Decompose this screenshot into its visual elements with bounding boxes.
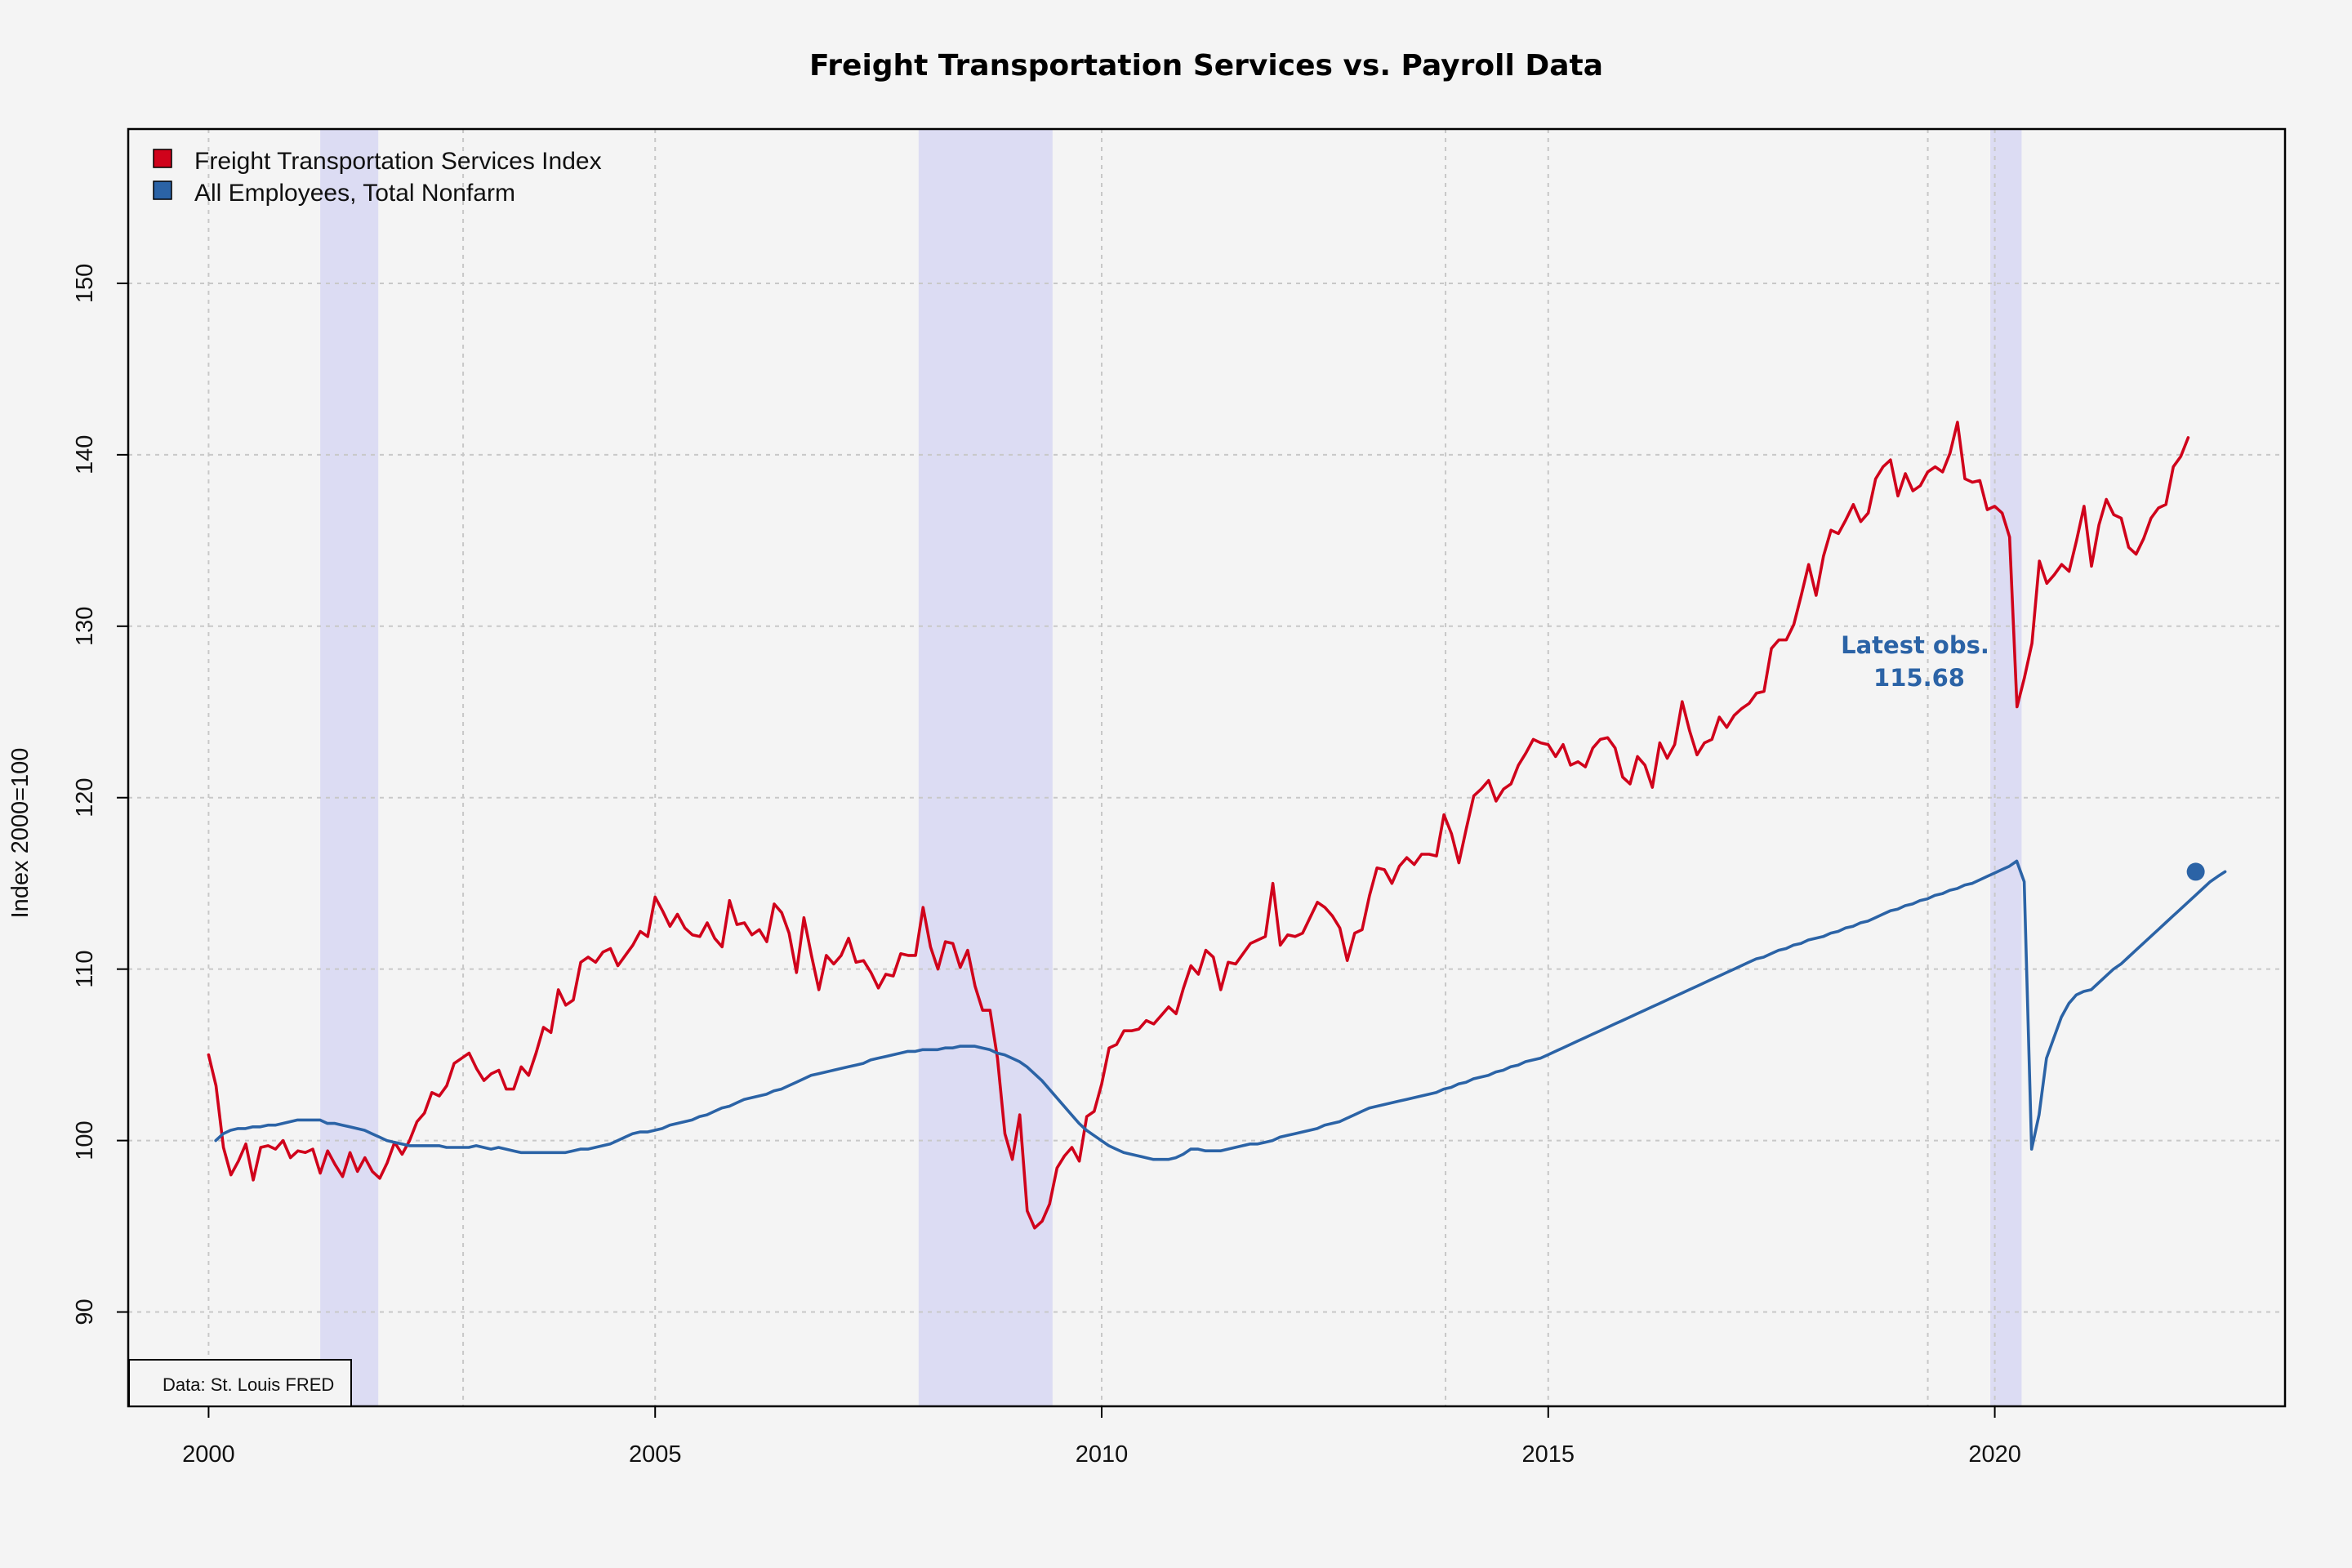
source-note-frame (128, 1359, 352, 1407)
y-tick-label-90: 90 (72, 1298, 98, 1325)
latest-observation-marker (2186, 862, 2205, 881)
source-note: Data: St. Louis FRED (163, 1374, 334, 1395)
legend-label-freight: Freight Transportation Services Index (194, 148, 602, 175)
y-axis-label: Index 2000=100 (7, 748, 33, 919)
recession-band-0 (320, 129, 379, 1406)
x-tick-label-2020: 2020 (1968, 1441, 2021, 1468)
series-line-total-nonfarm (214, 859, 2227, 1161)
y-tick-label-150: 150 (72, 264, 98, 303)
recession-shading-layer (320, 129, 2022, 1406)
axis-layer: 90 100 110 120 130 140 150 2000 2005 2010 2015 2020 (72, 264, 2021, 1468)
plot-frame (127, 127, 2287, 1408)
annotation-value: 115.68 (1873, 664, 1965, 692)
y-tick-label-100: 100 (72, 1120, 98, 1160)
x-tick-label-2010: 2010 (1076, 1441, 1129, 1468)
chart-title: Freight Transportation Services vs. Payr… (809, 49, 1603, 82)
latest-observation-annotation: Latest obs. 115.68 (1841, 631, 1989, 692)
source-note-box: Data: St. Louis FRED (128, 1359, 352, 1407)
legend: Freight Transportation Services Index Al… (153, 148, 602, 207)
x-tick-label-2000: 2000 (182, 1441, 235, 1468)
series-line-freight-index (207, 421, 2190, 1230)
annotation-label: Latest obs. (1841, 631, 1989, 659)
x-tick-label-2005: 2005 (629, 1441, 682, 1468)
recession-band-1 (918, 129, 1053, 1406)
legend-swatch-freight (153, 149, 172, 168)
legend-swatch-payroll (153, 180, 172, 200)
y-tick-label-110: 110 (72, 951, 98, 988)
y-tick-label-140: 140 (72, 435, 98, 474)
grid-layer (128, 129, 2285, 1406)
legend-label-payroll: All Employees, Total Nonfarm (194, 180, 515, 207)
x-tick-label-2015: 2015 (1522, 1441, 1575, 1468)
y-tick-label-120: 120 (72, 778, 98, 817)
y-tick-label-130: 130 (72, 607, 98, 646)
series-layer (207, 421, 2227, 1230)
